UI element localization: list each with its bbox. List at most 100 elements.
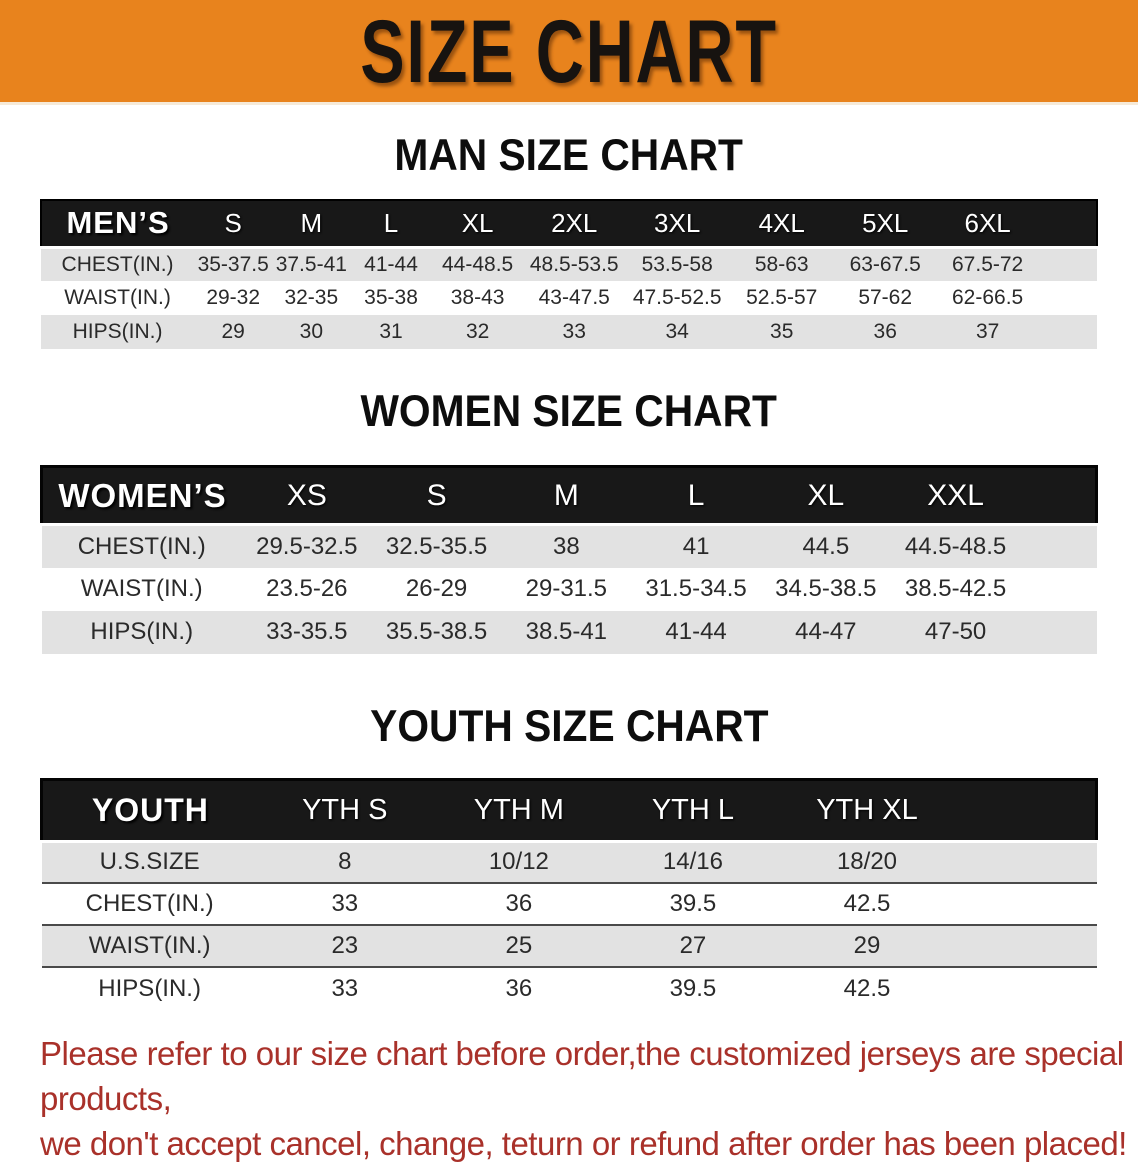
spacer-cell (1038, 245, 1097, 281)
men-size-table: MEN’S S M L XL 2XL 3XL 4XL 5XL 6XL CHEST(IN.) 35… (40, 199, 1098, 349)
men-chest-cell: 58-63 (729, 245, 834, 281)
women-waist-label: WAIST(IN.) (80, 575, 203, 602)
women-header-row: WOMEN’S XS S M L XL XXL (41, 466, 1097, 525)
women-hips-cell: 38.5-41 (525, 618, 608, 645)
size-header-cell: 6XL (964, 207, 1011, 238)
size-header-cell: YTH XL (816, 793, 918, 826)
size-header-cell: 3XL (654, 207, 701, 238)
men-hips-cell: 37 (975, 320, 1000, 343)
women-chest-row: CHEST(IN.) 29.5-32.5 32.5-35.5 38 41 44.5 44.… (41, 523, 1097, 568)
men-waist-cell: 29-32 (206, 286, 261, 309)
size-header-cell: XL (461, 207, 494, 238)
youth-chest-row: CHEST(IN.) 33 36 39.5 42.5 (41, 882, 1097, 925)
men-hips-label: HIPS(IN.) (72, 320, 163, 343)
youth-waist-row: WAIST(IN.) 23 25 27 29 (41, 924, 1097, 967)
size-header-cell: S (224, 207, 242, 238)
size-header-cell: YTH S (302, 793, 388, 826)
spacer-cell (1039, 200, 1097, 247)
spacer-cell (954, 966, 1097, 1009)
youth-waist-cell: 27 (605, 924, 780, 967)
size-chart-banner: SIZE CHART (0, 0, 1138, 105)
men-chest-cell: 53.5-58 (624, 245, 730, 281)
women-waist-cell: 23.5-26 (266, 575, 348, 602)
men-hips-cell: 31 (379, 320, 403, 343)
spacer-cell (954, 839, 1097, 883)
youth-hips-cell: 39.5 (605, 966, 780, 1009)
size-header-cell: 2XL (551, 207, 598, 238)
women-waist-cell: 34.5-38.5 (775, 575, 877, 602)
women-chest-cell: 29.5-32.5 (241, 523, 372, 568)
women-size-chart-heading-text: WOMEN SIZE CHART (360, 385, 778, 436)
youth-ussize-label: U.S.SIZE (41, 839, 258, 883)
youth-size-table: YOUTH YTH S YTH M YTH L YTH XL U.S.SIZE 8 10… (40, 778, 1098, 1009)
youth-size-chart-heading-text: YOUTH SIZE CHART (369, 700, 769, 750)
size-header-cell: M (300, 207, 323, 238)
men-waist-cell: 32-35 (284, 286, 339, 309)
disclaimer-text: Please refer to our size chart before or… (40, 1031, 1138, 1166)
women-corner-label: WOMEN’S (58, 476, 227, 514)
women-hips-cell: 35.5-38.5 (385, 618, 488, 645)
men-chest-label: CHEST(IN.) (41, 245, 195, 281)
man-size-chart-heading-text: MAN SIZE CHART (394, 129, 744, 180)
youth-header-row: YOUTH YTH S YTH M YTH L YTH XL (41, 779, 1097, 841)
spacer-cell (1020, 611, 1096, 654)
disclaimer-line-2: we don't accept cancel, change, teturn o… (40, 1125, 1127, 1162)
spacer-cell (954, 882, 1097, 925)
spacer-cell (1020, 467, 1096, 525)
size-header-cell: XL (807, 478, 845, 512)
women-chest-cell: 41 (631, 523, 761, 568)
women-hips-row: HIPS(IN.) 33-35.5 35.5-38.5 38.5-41 41-44 44… (41, 610, 1097, 654)
size-header-cell: XS (286, 478, 327, 512)
men-corner-label: MEN’S (66, 205, 170, 241)
men-chest-cell: 67.5-72 (936, 245, 1039, 281)
size-header-cell: L (687, 478, 705, 512)
spacer-cell (1020, 568, 1096, 611)
women-waist-cell: 38.5-42.5 (904, 575, 1007, 602)
youth-chest-cell: 39.5 (605, 882, 780, 925)
men-waist-cell: 57-62 (858, 286, 913, 309)
youth-corner-label: YOUTH (91, 791, 209, 828)
men-hips-cell: 29 (221, 320, 245, 343)
youth-ussize-cell: 8 (257, 839, 432, 883)
men-waist-cell: 43-47.5 (538, 286, 610, 309)
size-header-cell: YTH M (473, 793, 564, 826)
size-header-cell: S (426, 478, 447, 512)
youth-waist-cell: 23 (257, 924, 432, 967)
men-waist-cell: 62-66.5 (952, 286, 1024, 309)
men-waist-row: WAIST(IN.) 29-32 32-35 35-38 38-43 43-47.5 47… (41, 281, 1097, 315)
size-header-cell: 5XL (862, 207, 909, 238)
women-chest-cell: 44.5 (760, 523, 891, 568)
man-size-chart-heading: MAN SIZE CHART (0, 129, 1138, 181)
youth-ussize-row: U.S.SIZE 8 10/12 14/16 18/20 (41, 839, 1097, 883)
men-chest-cell: 44-48.5 (431, 245, 524, 281)
size-header-cell: L (383, 207, 399, 238)
youth-chest-label: CHEST(IN.) (41, 882, 258, 925)
men-waist-cell: 52.5-57 (746, 286, 818, 309)
youth-hips-cell: 33 (257, 966, 432, 1009)
women-waist-cell: 26-29 (405, 575, 468, 602)
size-header-cell: YTH L (651, 793, 735, 826)
youth-hips-row: HIPS(IN.) 33 36 39.5 42.5 (41, 966, 1097, 1009)
spacer-cell (1039, 315, 1097, 349)
men-chest-cell: 48.5-53.5 (523, 245, 625, 281)
youth-chest-cell: 33 (257, 882, 432, 925)
size-header-cell: M (553, 478, 579, 512)
men-waist-label: WAIST(IN.) (64, 286, 171, 309)
men-waist-cell: 35-38 (364, 286, 418, 309)
men-waist-cell: 47.5-52.5 (632, 286, 722, 309)
youth-ussize-cell: 18/20 (779, 839, 955, 883)
women-size-table: WOMEN’S XS S M L XL XXL CHEST(IN.) 29.5-32.5 3… (40, 465, 1098, 654)
youth-ussize-cell: 10/12 (431, 839, 606, 883)
men-hips-cell: 30 (299, 320, 323, 343)
women-hips-label: HIPS(IN.) (90, 618, 194, 645)
women-hips-cell: 33-35.5 (266, 618, 348, 645)
youth-hips-label: HIPS(IN.) (41, 966, 258, 1009)
men-hips-cell: 33 (562, 320, 586, 343)
youth-hips-cell: 42.5 (779, 966, 955, 1009)
men-hips-cell: 35 (770, 320, 794, 343)
size-header-cell: 4XL (758, 207, 805, 238)
youth-ussize-cell: 14/16 (605, 839, 780, 883)
spacer-cell (954, 924, 1097, 967)
banner-title: SIZE CHART (360, 1, 778, 101)
men-hips-row: HIPS(IN.) 29 30 31 32 33 34 35 36 37 (41, 315, 1097, 349)
